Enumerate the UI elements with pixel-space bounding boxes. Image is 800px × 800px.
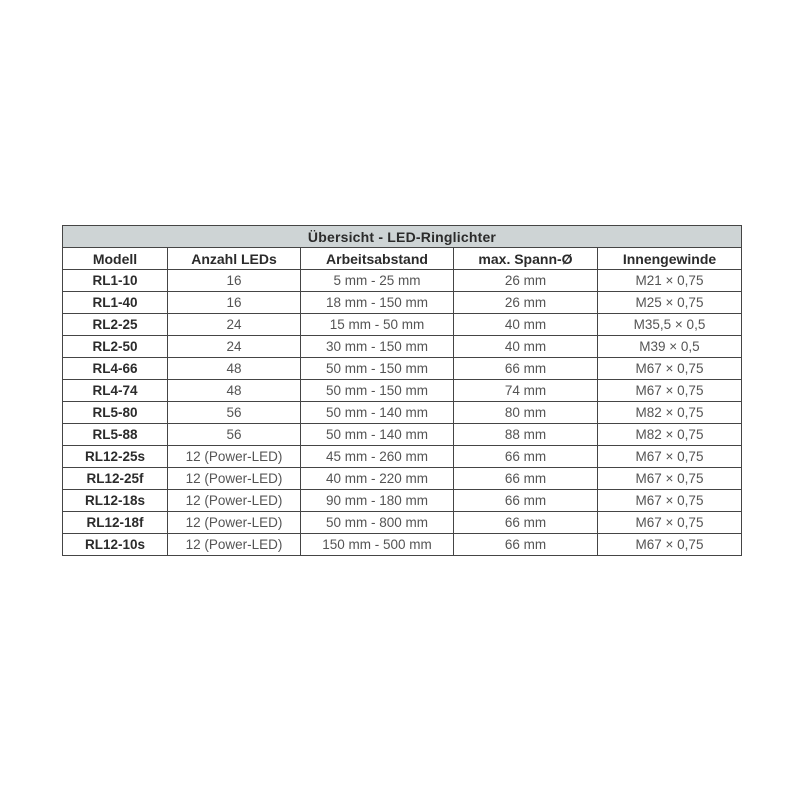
data-cell: 40 mm <box>453 335 598 358</box>
data-cell: 48 <box>167 357 301 380</box>
table-title-row: Übersicht - LED-Ringlichter <box>62 225 742 248</box>
data-cell: M67 × 0,75 <box>597 379 742 402</box>
led-ringlight-overview-table: Übersicht - LED-Ringlichter Modell Anzah… <box>62 225 742 556</box>
table-row: RL12-25s 12 (Power-LED) 45 mm - 260 mm 66 m… <box>62 445 742 468</box>
model-cell: RL2-25 <box>62 313 168 336</box>
data-cell: 80 mm <box>453 401 598 424</box>
model-cell: RL5-80 <box>62 401 168 424</box>
data-cell: M67 × 0,75 <box>597 533 742 556</box>
model-cell: RL1-40 <box>62 291 168 314</box>
data-cell: M67 × 0,75 <box>597 489 742 512</box>
data-cell: M67 × 0,75 <box>597 511 742 534</box>
data-cell: 66 mm <box>453 511 598 534</box>
model-cell: RL12-18s <box>62 489 168 512</box>
table-row: RL12-18s 12 (Power-LED) 90 mm - 180 mm 66 m… <box>62 489 742 512</box>
data-cell: 50 mm - 140 mm <box>300 401 454 424</box>
table-row: RL1-40 16 18 mm - 150 mm 26 mm M25 × 0,75 <box>62 291 742 314</box>
table-row: RL12-18f 12 (Power-LED) 50 mm - 800 mm 66 m… <box>62 511 742 534</box>
model-cell: RL5-88 <box>62 423 168 446</box>
table-row: RL4-66 48 50 mm - 150 mm 66 mm M67 × 0,75 <box>62 357 742 380</box>
table-row: RL2-25 24 15 mm - 50 mm 40 mm M35,5 × 0,5 <box>62 313 742 336</box>
data-cell: M82 × 0,75 <box>597 401 742 424</box>
data-cell: M35,5 × 0,5 <box>597 313 742 336</box>
table-body: RL1-10 16 5 mm - 25 mm 26 mm M21 × 0,75 RL1-4… <box>62 269 742 556</box>
data-cell: 30 mm - 150 mm <box>300 335 454 358</box>
data-cell: M67 × 0,75 <box>597 357 742 380</box>
model-cell: RL12-25f <box>62 467 168 490</box>
data-cell: 150 mm - 500 mm <box>300 533 454 556</box>
column-header-anzahl-leds: Anzahl LEDs <box>167 247 301 270</box>
data-cell: 50 mm - 140 mm <box>300 423 454 446</box>
data-cell: 66 mm <box>453 357 598 380</box>
data-cell: M25 × 0,75 <box>597 291 742 314</box>
column-header-innengewinde: Innengewinde <box>597 247 742 270</box>
table-title: Übersicht - LED-Ringlichter <box>62 225 742 248</box>
data-cell: 26 mm <box>453 269 598 292</box>
model-cell: RL12-25s <box>62 445 168 468</box>
data-cell: 24 <box>167 313 301 336</box>
data-cell: M67 × 0,75 <box>597 467 742 490</box>
data-cell: 12 (Power-LED) <box>167 467 301 490</box>
data-cell: 15 mm - 50 mm <box>300 313 454 336</box>
data-cell: 12 (Power-LED) <box>167 489 301 512</box>
data-cell: M82 × 0,75 <box>597 423 742 446</box>
data-cell: M67 × 0,75 <box>597 445 742 468</box>
data-cell: 88 mm <box>453 423 598 446</box>
table-row: RL12-10s 12 (Power-LED) 150 mm - 500 mm 66 … <box>62 533 742 556</box>
model-cell: RL4-74 <box>62 379 168 402</box>
data-cell: 24 <box>167 335 301 358</box>
data-cell: 66 mm <box>453 533 598 556</box>
column-header-modell: Modell <box>62 247 168 270</box>
data-cell: 40 mm <box>453 313 598 336</box>
data-cell: 66 mm <box>453 445 598 468</box>
data-cell: 50 mm - 150 mm <box>300 379 454 402</box>
table-row: RL5-88 56 50 mm - 140 mm 88 mm M82 × 0,75 <box>62 423 742 446</box>
data-cell: 66 mm <box>453 467 598 490</box>
data-cell: 48 <box>167 379 301 402</box>
table-row: RL2-50 24 30 mm - 150 mm 40 mm M39 × 0,5 <box>62 335 742 358</box>
data-cell: 74 mm <box>453 379 598 402</box>
data-cell: 16 <box>167 291 301 314</box>
data-cell: 26 mm <box>453 291 598 314</box>
model-cell: RL1-10 <box>62 269 168 292</box>
data-cell: 50 mm - 150 mm <box>300 357 454 380</box>
data-cell: 16 <box>167 269 301 292</box>
data-cell: 40 mm - 220 mm <box>300 467 454 490</box>
data-cell: 90 mm - 180 mm <box>300 489 454 512</box>
model-cell: RL2-50 <box>62 335 168 358</box>
table-header-row: Modell Anzahl LEDs Arbeitsabstand max. S… <box>62 247 742 270</box>
data-cell: 5 mm - 25 mm <box>300 269 454 292</box>
table-row: RL12-25f 12 (Power-LED) 40 mm - 220 mm 66 m… <box>62 467 742 490</box>
data-cell: 66 mm <box>453 489 598 512</box>
data-cell: M39 × 0,5 <box>597 335 742 358</box>
led-ringlight-overview-table-container: Übersicht - LED-Ringlichter Modell Anzah… <box>62 225 742 556</box>
data-cell: 18 mm - 150 mm <box>300 291 454 314</box>
data-cell: 50 mm - 800 mm <box>300 511 454 534</box>
data-cell: 12 (Power-LED) <box>167 445 301 468</box>
data-cell: 12 (Power-LED) <box>167 533 301 556</box>
table-row: RL4-74 48 50 mm - 150 mm 74 mm M67 × 0,75 <box>62 379 742 402</box>
model-cell: RL4-66 <box>62 357 168 380</box>
data-cell: M21 × 0,75 <box>597 269 742 292</box>
data-cell: 12 (Power-LED) <box>167 511 301 534</box>
table-row: RL5-80 56 50 mm - 140 mm 80 mm M82 × 0,75 <box>62 401 742 424</box>
model-cell: RL12-10s <box>62 533 168 556</box>
model-cell: RL12-18f <box>62 511 168 534</box>
column-header-arbeitsabstand: Arbeitsabstand <box>300 247 454 270</box>
data-cell: 56 <box>167 423 301 446</box>
column-header-max-spann: max. Spann-Ø <box>453 247 598 270</box>
table-row: RL1-10 16 5 mm - 25 mm 26 mm M21 × 0,75 <box>62 269 742 292</box>
data-cell: 56 <box>167 401 301 424</box>
data-cell: 45 mm - 260 mm <box>300 445 454 468</box>
